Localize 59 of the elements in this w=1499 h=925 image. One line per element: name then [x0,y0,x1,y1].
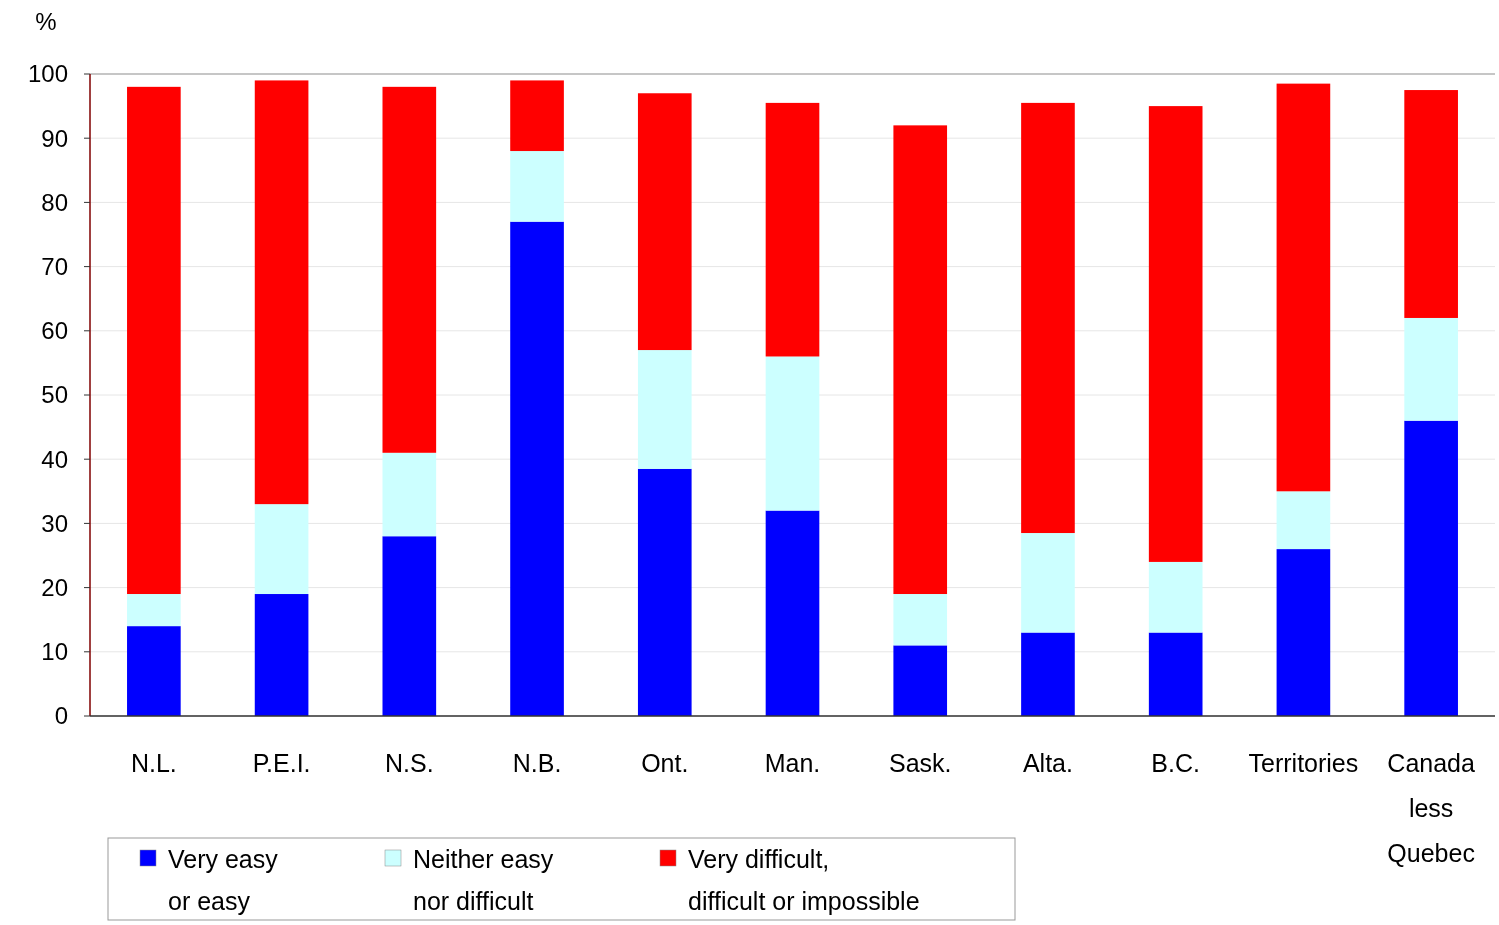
y-tick-label: 10 [41,638,68,666]
bar [1276,549,1331,716]
bar [765,356,820,511]
bar [765,102,820,357]
bar [637,468,692,716]
bar [1404,317,1458,421]
y-tick-label: 90 [41,124,68,152]
y-tick-label: 50 [41,381,68,409]
bar [1148,106,1203,562]
x-tick-label: Alta. [1022,749,1073,777]
bar [254,80,309,505]
x-tick-label: N.B. [512,749,562,777]
bar [1276,491,1331,550]
y-tick-label: 100 [27,60,68,88]
y-tick-label: 0 [54,702,68,730]
legend-label: Very easy or easy [168,845,279,915]
bar [1021,533,1075,633]
bar [637,93,692,351]
y-tick-label: 30 [41,509,68,537]
bar [1276,83,1331,492]
bar [127,86,181,595]
bar [893,594,948,646]
bar [637,350,692,469]
bar [510,151,564,222]
bar [127,626,181,716]
x-tick-label: P.E.I. [252,749,311,777]
x-tick-label: Canada less Quebec [1387,749,1476,867]
x-tick-label: Ont. [641,749,689,777]
bar [765,510,820,716]
bar [382,452,437,537]
x-tick-label: Man. [764,749,821,777]
y-tick-label: 20 [41,574,68,601]
bar [1404,420,1458,716]
bar [1021,102,1075,534]
y-tick-label: 40 [41,445,68,473]
y-axis-title: % [35,8,57,35]
bar [127,594,181,627]
legend-label: Very difficult, difficult or impossible [688,845,920,915]
bar [893,645,948,716]
x-tick-label: Territories [1248,749,1359,777]
x-tick-label: B.C. [1151,749,1200,777]
x-tick-label: N.L. [130,749,177,777]
bar [1021,632,1075,716]
bar [1148,632,1203,716]
bar [893,125,948,595]
bar [382,86,437,453]
bar [254,594,309,716]
bar [382,536,437,716]
x-tick-label: N.S. [385,749,434,777]
x-tick-label: Sask. [888,749,952,777]
bar [254,504,309,595]
bar [510,221,564,716]
y-tick-label: 80 [41,188,68,216]
legend-label: Neither easy nor difficult [413,845,554,915]
bar [510,80,564,152]
y-tick-label: 70 [41,253,68,280]
bar [1148,561,1203,633]
y-tick-label: 60 [41,317,68,345]
bar [1404,90,1458,318]
